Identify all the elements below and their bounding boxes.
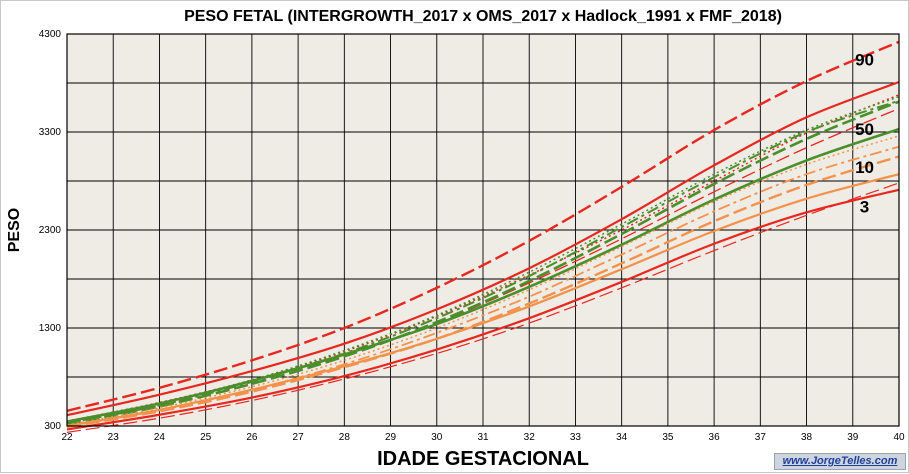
x-tick-labels: 22 23 24 25 26 27 28 29 30 31 32 33 34 35 36 37 38 39 40 xyxy=(61,432,905,443)
percentile-labels: 90 50 10 3 xyxy=(855,50,874,216)
x-tick-label: 33 xyxy=(570,432,582,443)
percentile-label: 90 xyxy=(855,50,874,69)
y-tick-label: 300 xyxy=(44,421,61,432)
x-axis-label: IDADE GESTACIONAL xyxy=(377,448,589,470)
website-link[interactable]: www.JorgeTelles.com xyxy=(774,453,906,470)
x-tick-label: 31 xyxy=(477,432,489,443)
x-tick-label: 36 xyxy=(709,432,721,443)
plot-border xyxy=(66,33,900,427)
x-tick-label: 25 xyxy=(200,432,212,443)
x-tick-label: 30 xyxy=(431,432,443,443)
series-line xyxy=(66,182,900,433)
x-tick-label: 37 xyxy=(755,432,767,443)
x-tick-label: 29 xyxy=(385,432,397,443)
x-tick-label: 34 xyxy=(616,432,628,443)
series-line xyxy=(66,135,900,426)
x-tick-label: 40 xyxy=(893,432,905,443)
x-tick-label: 32 xyxy=(524,432,536,443)
series-line xyxy=(66,96,900,423)
chart-title: PESO FETAL (INTERGROWTH_2017 x OMS_2017 … xyxy=(184,8,782,25)
x-tick-label: 26 xyxy=(246,432,258,443)
series-line xyxy=(66,100,900,426)
series-line xyxy=(66,145,900,428)
x-tick-label: 24 xyxy=(154,432,166,443)
x-tick-label: 38 xyxy=(801,432,813,443)
x-tick-label: 35 xyxy=(662,432,674,443)
x-tick-label: 28 xyxy=(339,432,351,443)
y-tick-label: 3300 xyxy=(39,127,62,138)
percentile-label: 50 xyxy=(855,120,874,139)
series-line xyxy=(66,188,900,431)
y-axis-label: PESO xyxy=(6,208,23,252)
y-tick-label: 1300 xyxy=(39,323,62,334)
series-lines xyxy=(66,40,900,433)
x-tick-label: 39 xyxy=(847,432,859,443)
y-tick-label: 4300 xyxy=(39,29,62,40)
percentile-label: 10 xyxy=(855,158,874,177)
x-tick-label: 27 xyxy=(293,432,305,443)
series-line xyxy=(66,99,900,425)
x-tick-label: 23 xyxy=(108,432,120,443)
x-tick-label: 22 xyxy=(61,432,73,443)
y-tick-labels: 300 1300 2300 3300 4300 xyxy=(39,29,62,432)
series-line xyxy=(66,40,900,412)
series-line xyxy=(66,155,900,429)
y-tick-label: 2300 xyxy=(39,225,62,236)
percentile-label: 3 xyxy=(860,197,869,216)
series-line xyxy=(66,80,900,417)
series-line xyxy=(66,107,900,424)
